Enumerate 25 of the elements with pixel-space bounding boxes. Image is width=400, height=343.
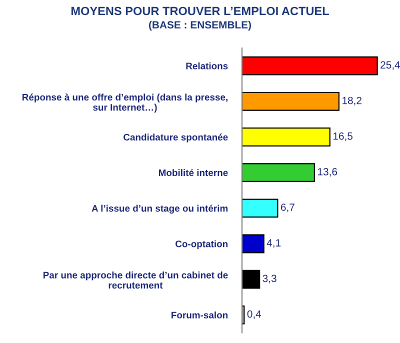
y-tick-label: Forum-salon bbox=[172, 311, 228, 318]
bar bbox=[242, 270, 260, 289]
y-tick-label: Réponse à une offre d’emploi (dans la presse, sur Internet…) bbox=[22, 94, 228, 113]
y-tick-label: Co-optation bbox=[176, 240, 228, 250]
data-label: 4,1 bbox=[266, 239, 281, 248]
bar bbox=[242, 163, 315, 182]
data-label: 16,5 bbox=[333, 132, 353, 142]
chart-subtitle: (BASE : ENSEMBLE) bbox=[149, 20, 251, 31]
data-label: 0,4 bbox=[247, 310, 262, 319]
y-tick-label: Candidature spontanée bbox=[124, 134, 228, 142]
bar bbox=[242, 128, 330, 146]
bar bbox=[242, 198, 278, 218]
bar bbox=[242, 92, 340, 111]
y-tick-label: Par une approche directe d’un cabinet de recrutement bbox=[43, 272, 228, 289]
bar bbox=[242, 56, 378, 76]
data-label: 25,4 bbox=[380, 61, 400, 70]
data-label: 18,2 bbox=[342, 96, 362, 106]
bar bbox=[242, 234, 264, 254]
data-label: 3,3 bbox=[262, 274, 276, 284]
chart-title: MOYENS POUR TROUVER L’EMPLOI ACTUEL bbox=[71, 6, 329, 16]
y-tick-label: Mobilité interne bbox=[158, 169, 228, 176]
data-label: 6,7 bbox=[280, 204, 294, 212]
data-label: 13,6 bbox=[318, 168, 338, 177]
y-tick-label: Relations bbox=[186, 62, 228, 70]
y-tick-label: A l’issue d’un stage ou intérim bbox=[92, 204, 228, 214]
